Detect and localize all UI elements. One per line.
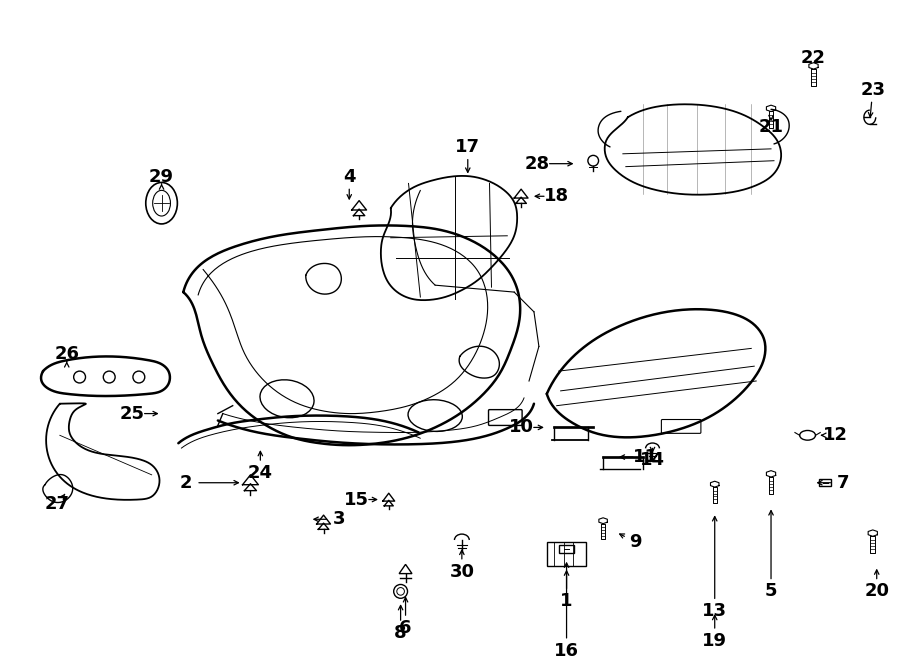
Text: 13: 13 (702, 602, 727, 620)
Text: 21: 21 (759, 118, 784, 136)
Text: 10: 10 (508, 418, 534, 436)
Text: 6: 6 (400, 619, 412, 637)
Text: 2: 2 (180, 474, 193, 492)
Text: 1: 1 (561, 592, 572, 610)
Text: 14: 14 (640, 451, 665, 469)
Text: 18: 18 (544, 187, 569, 206)
Text: 27: 27 (44, 496, 69, 514)
Text: 4: 4 (343, 167, 356, 186)
Text: 12: 12 (823, 426, 848, 444)
Text: 8: 8 (394, 624, 407, 642)
Text: 29: 29 (149, 167, 174, 186)
Text: 11: 11 (633, 448, 658, 466)
Text: 20: 20 (864, 582, 889, 600)
Text: 19: 19 (702, 632, 727, 650)
Text: 30: 30 (449, 563, 474, 580)
Text: 5: 5 (765, 582, 778, 600)
Text: 26: 26 (54, 345, 79, 364)
Text: 24: 24 (248, 464, 273, 482)
Text: 22: 22 (801, 49, 826, 67)
Text: 16: 16 (554, 642, 579, 660)
Text: 9: 9 (629, 533, 642, 551)
Text: 17: 17 (455, 138, 481, 156)
Text: 28: 28 (525, 155, 550, 173)
Text: 15: 15 (344, 490, 369, 508)
Text: 7: 7 (837, 474, 850, 492)
Text: 3: 3 (333, 510, 346, 528)
Text: 25: 25 (120, 405, 144, 422)
Text: 23: 23 (860, 81, 886, 98)
